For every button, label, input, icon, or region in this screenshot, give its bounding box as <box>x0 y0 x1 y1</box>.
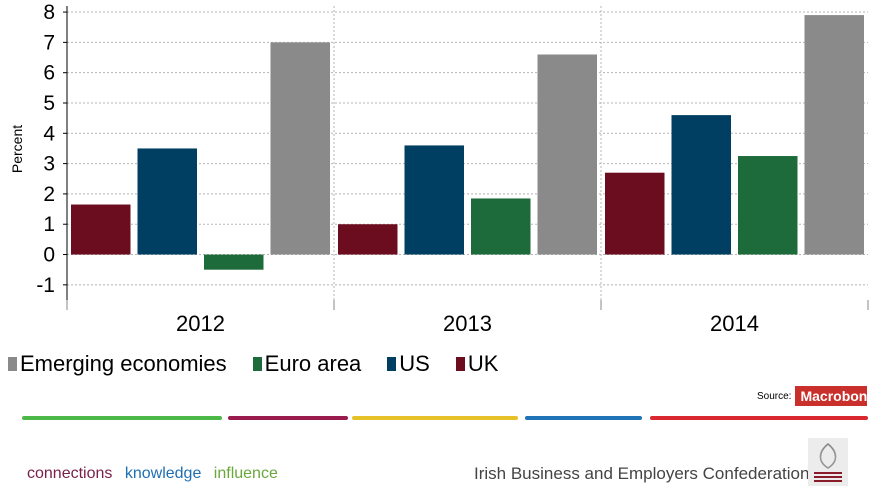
legend-item: Emerging economies <box>8 351 227 377</box>
tagline-influence: influence <box>213 465 278 482</box>
y-axis-label: Percent <box>9 125 25 173</box>
y-tick-label: 2 <box>43 183 55 206</box>
legend-swatch <box>252 357 262 371</box>
x-tick-label: 2014 <box>710 311 759 336</box>
tagline-knowledge: knowledge <box>124 465 202 482</box>
legend-label: Euro area <box>264 351 362 376</box>
tagline-connections: connections <box>27 465 113 482</box>
legend-item: Euro area <box>252 351 362 377</box>
color-stripe <box>22 416 222 420</box>
legend-item: US <box>387 351 430 377</box>
legend: Emerging economies Euro area US UK <box>8 350 524 378</box>
bar <box>804 15 864 255</box>
color-stripe <box>228 416 348 420</box>
bar <box>404 145 464 255</box>
source-attribution: Source: Macrobond <box>757 386 868 406</box>
bar-chart: -1 0 1 2 3 4 5 6 7 8 Percent 2012 2013 2014 <box>9 1 869 336</box>
bar <box>738 156 798 255</box>
macrobond-logo: Macrobond <box>795 386 868 406</box>
bar <box>537 54 597 255</box>
bar <box>71 204 131 255</box>
color-stripe <box>650 416 868 420</box>
ibec-logo-icon <box>808 438 848 486</box>
y-tick-label: 0 <box>43 244 55 267</box>
x-tick-label: 2013 <box>443 311 492 336</box>
y-tick-label: 7 <box>43 31 55 54</box>
bar <box>605 172 665 255</box>
legend-label: Emerging economies <box>20 351 227 376</box>
color-stripes <box>22 416 868 421</box>
tagline: connections knowledge influence <box>27 465 286 483</box>
y-tick-label: 1 <box>43 213 55 236</box>
color-stripe <box>525 416 642 420</box>
y-tick-label: 3 <box>43 153 55 176</box>
legend-swatch <box>455 357 465 371</box>
bar <box>338 224 398 255</box>
legend-label: UK <box>467 351 499 376</box>
organization-name: Irish Business and Employers Confederati… <box>474 464 810 483</box>
x-tick-label: 2012 <box>176 311 225 336</box>
legend-swatch <box>8 357 17 371</box>
legend-item: UK <box>455 351 499 377</box>
color-stripe <box>352 416 518 420</box>
y-tick-label: -1 <box>36 274 55 297</box>
bar <box>671 115 731 255</box>
y-tick-label: 6 <box>43 62 55 85</box>
bar <box>204 254 264 270</box>
bar <box>270 42 330 255</box>
y-tick-label: 8 <box>43 1 55 24</box>
y-tick-label: 5 <box>43 92 55 115</box>
legend-swatch <box>387 357 397 371</box>
y-tick-label: 4 <box>43 122 55 145</box>
bar <box>471 198 531 255</box>
source-label: Source: <box>757 390 792 402</box>
bar <box>137 148 197 255</box>
legend-label: US <box>399 351 430 376</box>
